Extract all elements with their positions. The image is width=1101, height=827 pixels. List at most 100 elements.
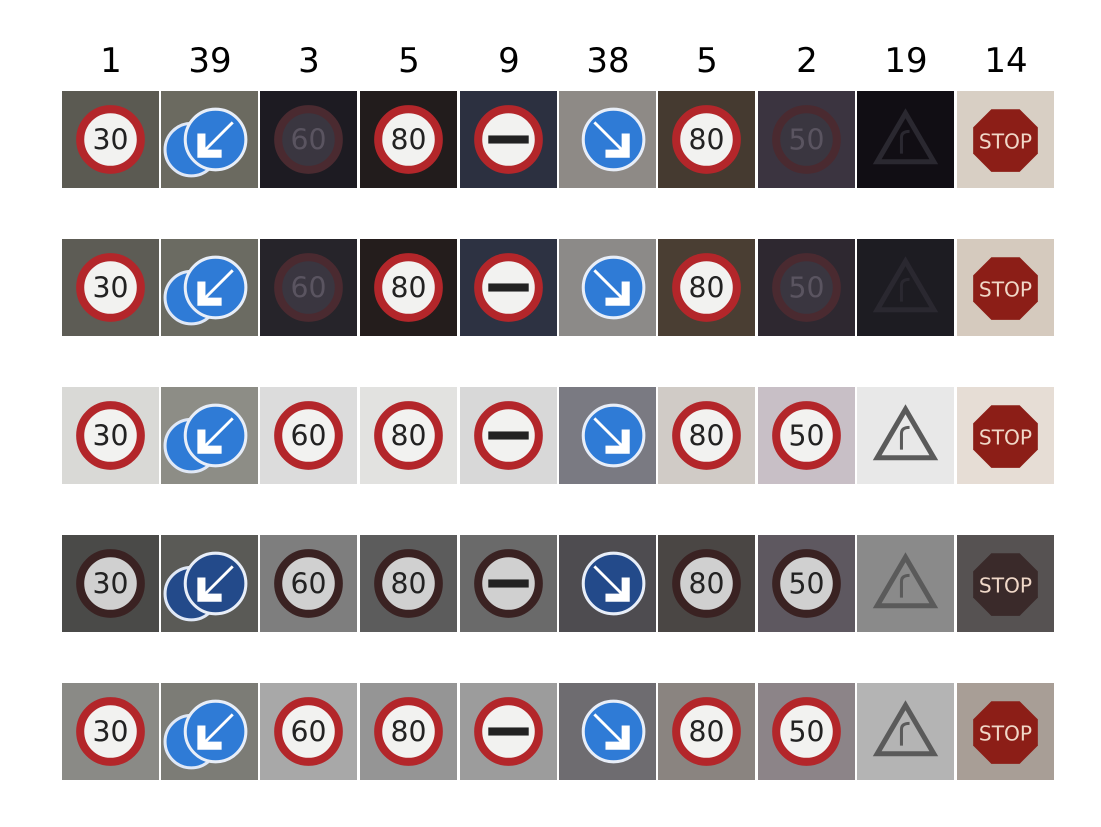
sign-ring: [374, 105, 443, 174]
sign-image-original-5: [460, 91, 557, 188]
sign-bar: [488, 727, 529, 736]
sign-image-enhanced-2: [161, 239, 258, 336]
sign-ring: [772, 697, 841, 766]
sign-thumbnail: STOP: [957, 91, 1054, 188]
sign-text: STOP: [979, 426, 1032, 450]
sign-text: STOP: [979, 722, 1032, 746]
column-label-3: 3: [298, 41, 320, 81]
sign-thumbnail: [857, 683, 954, 780]
sign-text: 80: [689, 124, 725, 157]
sign-thumbnail: [559, 91, 656, 188]
sign-thumbnail: [161, 91, 258, 188]
sign-ring: [374, 549, 443, 618]
sign-ring: [374, 697, 443, 766]
sign-image-brightened-4: 80: [360, 387, 457, 484]
sign-ring: [672, 253, 741, 322]
sign-image-original-2: [161, 91, 258, 188]
arrow-icon: [593, 417, 630, 454]
column-label-8: 2: [796, 41, 818, 81]
sign-thumbnail: STOP: [957, 535, 1054, 632]
warning-triangle-icon: [872, 700, 939, 757]
arrow-icon: [197, 121, 234, 158]
sign-thumbnail: 80: [360, 535, 457, 632]
sign-thumbnail: 80: [360, 91, 457, 188]
sign-text: 60: [291, 568, 327, 601]
sign-image-enhanced-9: [857, 239, 954, 336]
sign-text: 60: [291, 716, 327, 749]
sign-thumbnail: [460, 239, 557, 336]
arrow-icon: [593, 269, 630, 306]
sign-thumbnail: 80: [360, 683, 457, 780]
sign-thumbnail: [460, 91, 557, 188]
sign-image-original-10: STOP: [957, 91, 1054, 188]
sign-text: 80: [391, 272, 427, 305]
arrow-icon: [197, 713, 234, 750]
sign-ring: [374, 401, 443, 470]
sign-thumbnail: [161, 683, 258, 780]
sign-image-enhanced-4: 80: [360, 239, 457, 336]
sign-text: STOP: [979, 574, 1032, 598]
sign-image-brightened-2: [161, 387, 258, 484]
sign-thumbnail: 80: [360, 387, 457, 484]
sign-thumbnail: 30: [62, 683, 159, 780]
sign-image-grayscale-contrast-5: [460, 535, 557, 632]
sign-ring: [374, 253, 443, 322]
sign-thumbnail: [559, 535, 656, 632]
sign-image-normalized-2: [161, 683, 258, 780]
sign-text: 80: [689, 568, 725, 601]
sign-ring: [772, 105, 841, 174]
sign-text: 50: [789, 716, 825, 749]
sign-thumbnail: 30: [62, 91, 159, 188]
sign-ring: [76, 549, 145, 618]
sign-thumbnail: 30: [62, 239, 159, 336]
sign-thumbnail: 60: [260, 387, 357, 484]
column-label-4: 5: [398, 41, 420, 81]
sign-text: 30: [93, 716, 129, 749]
arrow-icon: [593, 121, 630, 158]
sign-ring: [274, 697, 343, 766]
sign-image-enhanced-5: [460, 239, 557, 336]
sign-image-normalized-1: 30: [62, 683, 159, 780]
column-label-1: 1: [100, 41, 122, 81]
sign-ring: [76, 253, 145, 322]
sign-bar: [488, 135, 529, 144]
sign-thumbnail: 60: [260, 91, 357, 188]
sign-thumbnail: 50: [758, 239, 855, 336]
sign-text: STOP: [979, 130, 1032, 154]
sign-text: 30: [93, 568, 129, 601]
column-label-5: 9: [498, 41, 520, 81]
sign-image-grayscale-contrast-10: STOP: [957, 535, 1054, 632]
sign-text: 50: [789, 124, 825, 157]
sign-image-grayscale-contrast-7: 80: [658, 535, 755, 632]
sign-image-enhanced-6: [559, 239, 656, 336]
stop-octagon: [973, 109, 1038, 172]
warning-triangle-icon: [872, 108, 939, 165]
sign-thumbnail: 80: [658, 683, 755, 780]
sign-text: 80: [689, 420, 725, 453]
column-label-6: 38: [586, 41, 630, 81]
sign-thumbnail: 30: [62, 535, 159, 632]
column-label-9: 19: [884, 41, 928, 81]
sign-ring: [274, 105, 343, 174]
sign-image-normalized-5: [460, 683, 557, 780]
sign-image-original-8: 50: [758, 91, 855, 188]
stop-octagon: [973, 701, 1038, 764]
sign-image-normalized-3: 60: [260, 683, 357, 780]
thumbnail-background: [857, 91, 954, 188]
sign-image-normalized-7: 80: [658, 683, 755, 780]
sign-ring: [274, 401, 343, 470]
sign-bar: [488, 431, 529, 440]
sign-thumbnail: STOP: [957, 387, 1054, 484]
sign-image-original-3: 60: [260, 91, 357, 188]
sign-text: 80: [391, 420, 427, 453]
sign-ring: [672, 401, 741, 470]
sign-thumbnail: [559, 387, 656, 484]
sign-image-enhanced-3: 60: [260, 239, 357, 336]
sign-image-brightened-6: [559, 387, 656, 484]
sign-thumbnail: 80: [658, 387, 755, 484]
sign-ring: [274, 253, 343, 322]
warning-triangle-icon: [872, 256, 939, 313]
sign-image-brightened-9: [857, 387, 954, 484]
sign-image-normalized-9: [857, 683, 954, 780]
sign-text: 50: [789, 568, 825, 601]
